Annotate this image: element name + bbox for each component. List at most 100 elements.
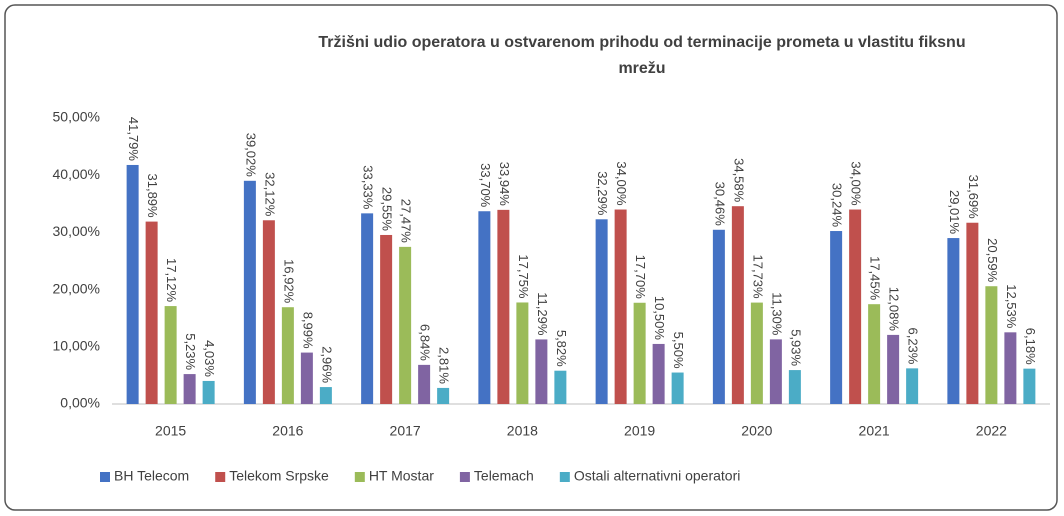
data-label: 5,82% (554, 330, 569, 367)
x-tick-label: 2021 (859, 423, 890, 439)
x-tick-label: 2018 (507, 423, 538, 439)
data-label: 33,33% (361, 165, 376, 210)
data-label: 30,46% (712, 182, 727, 227)
bar (633, 302, 646, 404)
bar (985, 286, 998, 404)
bar (300, 352, 313, 404)
bar (164, 306, 177, 404)
data-label: 39,02% (243, 133, 258, 178)
bar (145, 221, 158, 404)
bar (243, 180, 256, 404)
data-label: 6,18% (1023, 328, 1038, 365)
bar (906, 368, 919, 404)
legend-swatch (459, 472, 470, 482)
bar (319, 387, 332, 404)
legend-swatch (215, 472, 226, 482)
data-label: 32,12% (262, 172, 277, 217)
data-label: 33,70% (478, 163, 493, 208)
bar (1004, 332, 1017, 404)
legend-swatch (354, 472, 365, 482)
x-tick-label: 2019 (624, 423, 655, 439)
bar (595, 219, 608, 404)
x-tick-label: 2020 (741, 423, 772, 439)
data-label: 4,03% (202, 340, 217, 377)
legend-label: BH Telecom (114, 468, 189, 484)
legend-label: Telemach (474, 468, 534, 484)
y-tick-label: 50,00% (53, 109, 100, 125)
legend-label: Ostali alternativni operatori (574, 468, 741, 484)
data-label: 5,93% (788, 329, 803, 366)
bar (1023, 368, 1036, 404)
data-label: 34,00% (849, 161, 864, 206)
data-label: 5,23% (183, 333, 198, 370)
legend-label: Telekom Srpske (229, 468, 329, 484)
bar (671, 372, 684, 404)
bar (183, 374, 196, 404)
bar (478, 211, 491, 404)
bar (712, 229, 725, 404)
data-label: 12,53% (1004, 284, 1019, 329)
data-label: 11,30% (769, 292, 784, 336)
data-label: 34,00% (614, 161, 629, 206)
data-label: 5,50% (671, 332, 686, 369)
bar (361, 213, 374, 404)
legend-swatch (100, 472, 110, 482)
data-label: 17,45% (868, 256, 883, 301)
bar (769, 339, 782, 404)
bar (750, 302, 763, 404)
data-label: 20,59% (985, 238, 1000, 283)
bar (966, 222, 979, 404)
data-label: 32,29% (595, 171, 610, 216)
data-label: 31,89% (145, 173, 160, 218)
data-label: 6,84% (418, 324, 433, 361)
legend-swatch (559, 472, 570, 482)
bar (126, 164, 139, 404)
y-tick-label: 20,00% (53, 280, 100, 296)
x-tick-label: 2016 (272, 423, 303, 439)
bar (380, 234, 393, 404)
data-label: 27,47% (399, 199, 414, 244)
bar (497, 209, 510, 404)
bar (281, 307, 294, 404)
bar (418, 364, 431, 404)
data-label: 17,70% (633, 255, 648, 300)
data-label: 2,81% (437, 347, 452, 384)
bar (849, 209, 862, 404)
data-label: 33,94% (497, 162, 512, 207)
bar (554, 370, 567, 404)
data-label: 17,73% (750, 254, 765, 299)
bar (614, 209, 627, 404)
data-label: 29,01% (947, 190, 962, 235)
y-tick-label: 10,00% (53, 338, 100, 354)
chart-title: Tržišni udio operatora u ostvarenom prih… (318, 34, 966, 77)
bar (202, 380, 215, 404)
data-label: 12,08% (887, 287, 902, 332)
bar (535, 339, 548, 404)
bar (399, 246, 412, 404)
x-tick-label: 2017 (390, 423, 421, 439)
data-label: 6,23% (906, 327, 921, 364)
bar (947, 238, 960, 404)
data-label: 11,29% (535, 292, 550, 336)
x-tick-label: 2015 (155, 423, 186, 439)
bar (516, 302, 529, 404)
bar (788, 370, 801, 404)
bar (887, 334, 900, 404)
bar (652, 343, 665, 404)
y-tick-label: 0,00% (60, 395, 100, 411)
data-label: 34,58% (731, 158, 746, 203)
bar (437, 387, 450, 404)
y-tick-label: 30,00% (53, 223, 100, 239)
data-label: 29,55% (380, 187, 395, 232)
bar (731, 206, 744, 404)
data-label: 2,96% (319, 346, 334, 383)
data-label: 17,75% (516, 254, 531, 299)
x-tick-label: 2022 (976, 423, 1007, 439)
data-label: 30,24% (830, 183, 845, 228)
bar (262, 220, 275, 404)
data-label: 10,50% (652, 296, 667, 341)
data-label: 16,92% (281, 259, 296, 304)
bar (868, 304, 881, 404)
